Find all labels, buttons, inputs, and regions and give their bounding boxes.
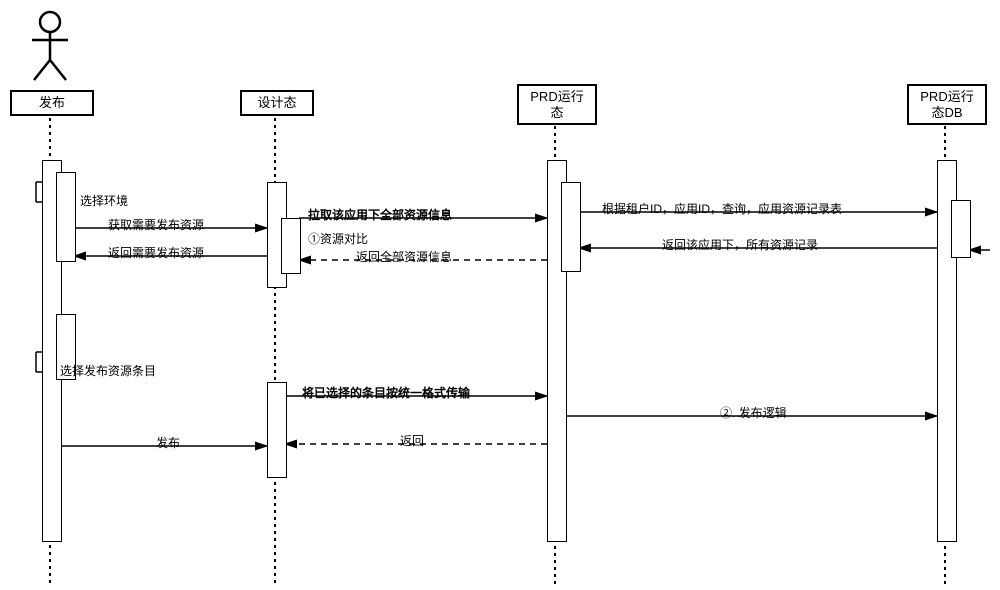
message-label: ①资源对比 [308,230,368,247]
activation-design [281,218,301,274]
lifeline-header-design: 设计态 [240,90,314,116]
message-label: 拉取该应用下全部资源信息 [308,206,452,223]
activation-prddb [951,200,971,258]
message-label: ②. 发布逻辑 [720,404,787,421]
lifeline-header-prd: PRD运行态 [517,84,597,125]
sequence-svg [0,0,1000,590]
message-label: 发布 [156,434,180,451]
message-label: 根据租户ID，应用ID，查询，应用资源记录表 [602,200,842,217]
message-label: 获取需要发布资源 [108,216,204,233]
activation-prd [561,182,581,272]
lifeline-header-publish: 发布 [10,90,94,116]
message-label: 选择发布资源条目 [60,362,156,379]
message-label: 返回该应用下，所有资源记录 [662,236,818,253]
activation-publish [56,172,76,262]
message-label: 返回需要发布资源 [108,244,204,261]
message-label: 返回全部资源信息 [356,248,452,265]
lifeline-header-prddb: PRD运行态DB [907,84,987,125]
message-label: 将已选择的条目按统一格式传输 [302,384,470,401]
activation-design [267,382,287,478]
message-label: 返回 [400,432,424,449]
actor-icon [32,12,68,80]
message-label: 选择环境 [80,192,128,209]
